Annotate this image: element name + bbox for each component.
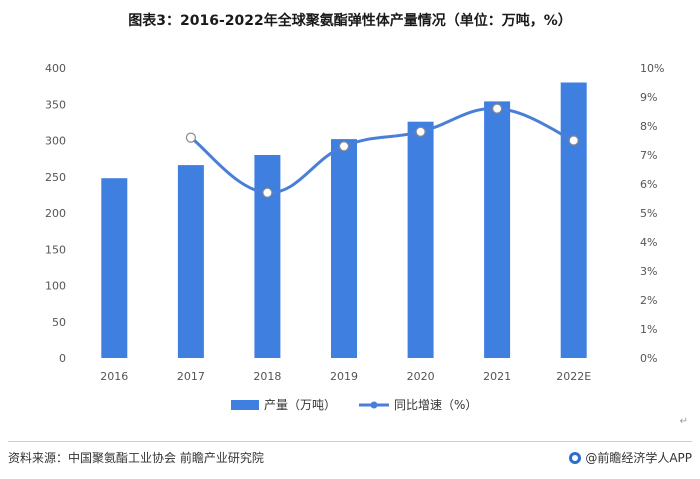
legend: 产量（万吨） 同比增速（%） — [231, 398, 477, 412]
footer-brand: @前瞻经济学人APP — [569, 449, 692, 466]
x-tick-label: 2018 — [253, 370, 281, 383]
right-tick-label: 7% — [640, 149, 657, 162]
right-tick-label: 1% — [640, 323, 657, 336]
bar-2020 — [407, 121, 434, 358]
left-axis-ticks: 0 50 100 150 200 250 300 350 400 — [45, 62, 66, 365]
line-group — [185, 103, 579, 198]
legend-line-label: 同比增速（%） — [394, 398, 477, 412]
left-tick-label: 300 — [45, 135, 66, 148]
footer-brand-text: @前瞻经济学人APP — [585, 451, 692, 465]
footer-source: 资料来源：中国聚氨酯工业协会 前瞻产业研究院 — [8, 451, 264, 465]
right-tick-label: 3% — [640, 265, 657, 278]
footer-divider — [8, 441, 692, 442]
return-mark-icon: ↵ — [679, 416, 688, 427]
legend-bar-label: 产量（万吨） — [264, 398, 336, 412]
left-tick-label: 0 — [59, 352, 66, 365]
legend-bar-swatch — [231, 400, 259, 410]
x-tick-label: 2021 — [483, 370, 511, 383]
right-tick-label: 2% — [640, 294, 657, 307]
right-tick-label: 8% — [640, 120, 657, 133]
growth-point-2018 — [262, 187, 273, 198]
chart-title: 图表3：2016-2022年全球聚氨酯弹性体产量情况（单位：万吨，%） — [128, 13, 572, 29]
x-axis-ticks: 2016 2017 2018 2019 2020 2021 2022E — [100, 370, 591, 383]
left-tick-label: 350 — [45, 98, 66, 111]
bar-2018 — [254, 155, 281, 358]
growth-point-2019 — [338, 141, 350, 152]
left-tick-label: 200 — [45, 207, 66, 220]
growth-point-2017 — [185, 132, 196, 143]
right-tick-label: 0% — [640, 352, 657, 365]
right-tick-label: 10% — [640, 62, 664, 75]
x-tick-label: 2017 — [177, 370, 205, 383]
right-tick-label: 6% — [640, 178, 657, 191]
x-tick-label: 2022E — [556, 370, 591, 383]
left-tick-label: 100 — [45, 280, 66, 293]
bar-2016 — [101, 178, 128, 358]
growth-point-2020 — [415, 126, 426, 137]
left-tick-label: 50 — [52, 316, 66, 329]
x-tick-label: 2019 — [330, 370, 358, 383]
bar-2017 — [177, 165, 204, 358]
bar-2021 — [484, 101, 511, 359]
growth-point-2021 — [492, 103, 503, 114]
right-axis-ticks: 0% 1% 2% 3% 4% 5% 6% 7% 8% 9% 10% — [640, 62, 664, 365]
qianzhan-logo-icon — [569, 451, 582, 464]
right-tick-label: 5% — [640, 207, 657, 220]
bar-2022E — [560, 82, 587, 358]
bar-2019 — [331, 139, 357, 358]
left-tick-label: 400 — [45, 62, 66, 75]
left-tick-label: 150 — [45, 243, 66, 256]
right-tick-label: 9% — [640, 91, 657, 104]
x-tick-label: 2016 — [100, 370, 128, 383]
growth-point-2022E — [568, 135, 579, 146]
bars-group — [101, 82, 587, 359]
left-tick-label: 250 — [45, 171, 66, 184]
right-tick-label: 4% — [640, 236, 657, 249]
growth-line — [189, 107, 575, 195]
x-tick-label: 2020 — [407, 370, 435, 383]
legend-line-marker — [370, 401, 378, 409]
